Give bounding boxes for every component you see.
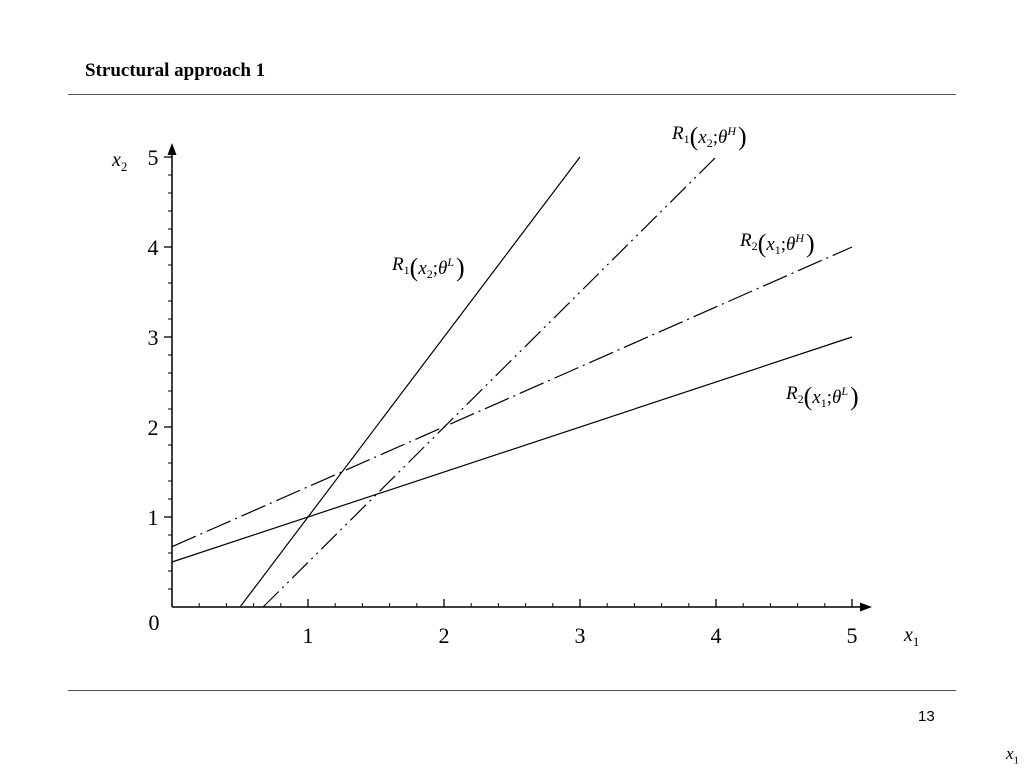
top-divider: [68, 94, 956, 95]
origin-label: 0: [149, 610, 160, 635]
curve-label-r1-low: R1(x2;θL): [391, 253, 465, 282]
x-axis-arrow-icon: [860, 602, 872, 612]
x-tick-label: 2: [439, 623, 450, 648]
series-line-r1-low: [239, 156, 581, 608]
x-tick-label: 3: [575, 623, 586, 648]
x-tick-label: 1: [303, 623, 314, 648]
curve-label-text: R1(x2;θL): [391, 253, 465, 282]
corner-label-base: x: [1006, 744, 1014, 763]
x-axis-title-base: x: [903, 624, 913, 646]
slide-title: Structural approach 1: [85, 60, 266, 81]
curve-label-r1-high: R1(x2;θH): [671, 122, 747, 151]
x-axis-title-sub: 1: [913, 634, 920, 649]
curve-label-r2-high: R2(x1;θH): [739, 229, 815, 258]
y-tick-label: 3: [148, 325, 159, 350]
y-tick-label: 2: [148, 415, 159, 440]
curve-label-r2-low: R2(x1;θL): [785, 382, 859, 411]
series-line-r2-high: [171, 246, 853, 548]
y-axis-arrow-icon: [167, 143, 177, 155]
series-line-r1-high: [262, 156, 717, 608]
curve-label-text: R1(x2;θH): [671, 122, 747, 151]
tick-labels: 1 2 3 4 5 1 2 3 4 5: [148, 145, 858, 648]
bottom-divider: [68, 690, 956, 691]
minor-ticks: [168, 174, 826, 607]
x-tick-label: 5: [847, 623, 858, 648]
series-line-r2-low: [171, 336, 853, 563]
series-lines: [171, 156, 853, 608]
y-axis-title-sub: 2: [121, 159, 128, 174]
curve-label-text: R2(x1;θL): [785, 382, 859, 411]
x-tick-label: 4: [711, 623, 722, 648]
y-axis-title: x2: [111, 149, 127, 174]
major-ticks: [164, 156, 853, 607]
y-tick-label: 5: [148, 145, 159, 170]
x-axis-title: x1: [903, 624, 919, 649]
page-number: 13: [918, 708, 935, 725]
y-tick-label: 4: [148, 235, 159, 260]
y-tick-label: 1: [148, 505, 159, 530]
corner-label: x1: [1006, 744, 1019, 766]
corner-label-sub: 1: [1013, 754, 1020, 767]
y-axis-title-base: x: [111, 149, 121, 171]
curve-label-text: R2(x1;θH): [739, 229, 815, 258]
